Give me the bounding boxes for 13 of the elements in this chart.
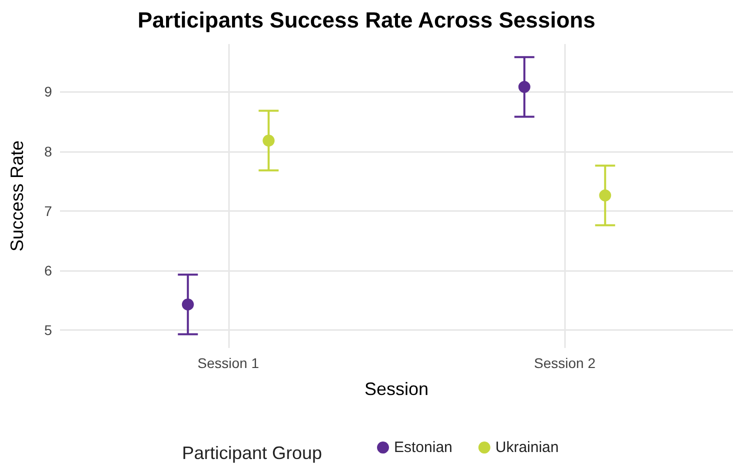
legend-label: Estonian	[394, 439, 452, 456]
y-tick-label: 9	[44, 84, 52, 100]
y-tick-label: 6	[44, 262, 52, 279]
y-tick-label: 5	[44, 322, 52, 338]
legend-title: Participant Group	[182, 443, 322, 463]
x-tick-label: Session 2	[534, 355, 596, 371]
legend-label: Ukrainian	[495, 439, 559, 456]
chart-title: Participants Success Rate Across Sessions	[138, 8, 596, 32]
x-tick-label: Session 1	[198, 355, 260, 371]
y-tick-label: 8	[44, 143, 52, 160]
y-tick-label: 7	[44, 202, 52, 219]
y-axis-title: Success Rate	[7, 140, 27, 252]
x-axis-title: Session	[364, 379, 429, 399]
